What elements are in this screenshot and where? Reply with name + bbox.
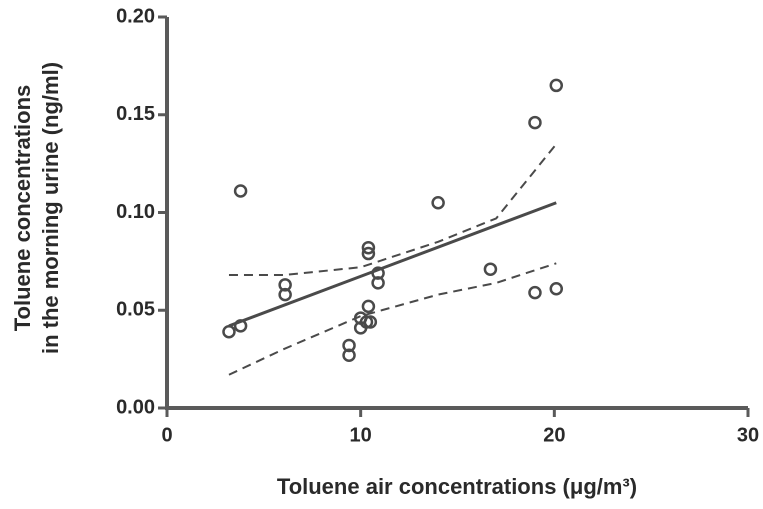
point (361, 246, 376, 261)
x-tick-label: 0 (161, 424, 172, 446)
y-tick-label: 0.10 (116, 201, 155, 223)
point (361, 299, 376, 314)
x-tick-label: 20 (543, 424, 565, 446)
point (222, 325, 236, 339)
point (549, 281, 564, 296)
point (431, 195, 445, 210)
y-tick-label: 0.20 (116, 5, 155, 27)
point (342, 348, 356, 362)
fit-line (228, 201, 557, 328)
point (363, 315, 378, 329)
x-tick-label: 10 (350, 424, 372, 446)
x-axis-label: Toluene air concentrations (μg/m³) (277, 474, 637, 499)
point (483, 262, 498, 276)
point (361, 240, 376, 255)
point (278, 287, 292, 302)
y-axis-label: in the morning urine (ng/ml) (38, 62, 63, 354)
point (233, 184, 248, 198)
confidence-line (228, 262, 557, 376)
y-axis-label: Toluene concentrations (10, 85, 35, 332)
point (371, 276, 385, 290)
point (528, 115, 542, 130)
x-tick-label: 30 (737, 424, 759, 446)
confidence-line (228, 143, 558, 277)
y-tick-label: 0.00 (116, 396, 155, 418)
point (549, 78, 564, 93)
y-tick-label: 0.15 (116, 103, 155, 125)
y-tick-label: 0.05 (116, 299, 155, 321)
point (528, 285, 542, 300)
